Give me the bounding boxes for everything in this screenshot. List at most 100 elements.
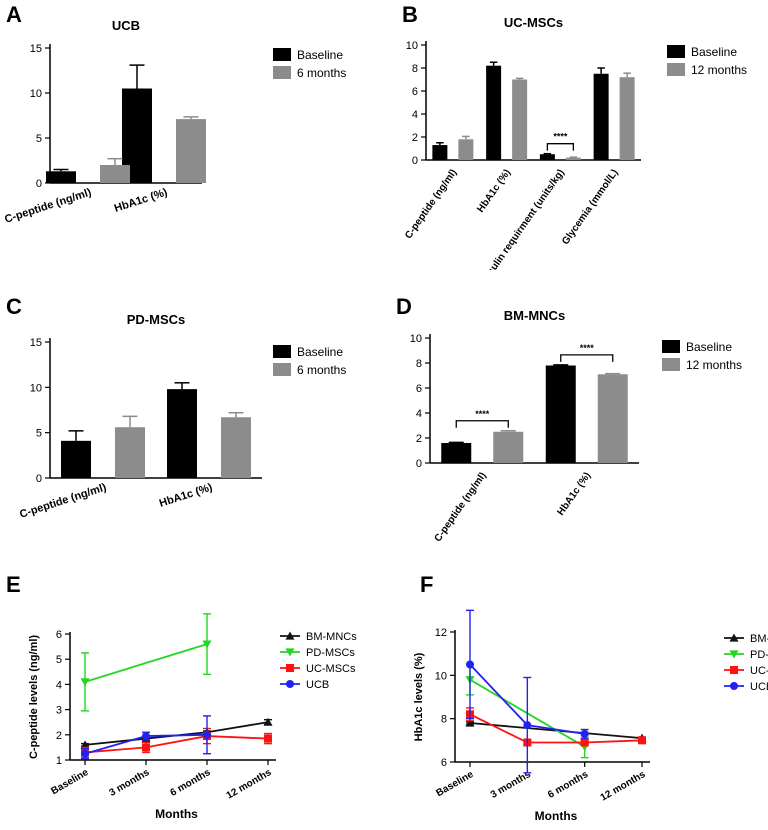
y-tick-label-a: 15 bbox=[30, 43, 42, 55]
x-axis-label-e: Months bbox=[155, 807, 198, 821]
y-tick-label-e: 3 bbox=[56, 705, 62, 717]
significance-label-d: **** bbox=[580, 343, 595, 353]
y-tick-label-d: 0 bbox=[416, 458, 422, 470]
category-label-a: HbA1c (%) bbox=[113, 186, 169, 215]
panel-label-b: B bbox=[402, 2, 418, 27]
legend-swatch-b bbox=[667, 45, 685, 58]
category-label-b: C-peptide (ng/ml) bbox=[403, 167, 459, 241]
y-tick-label-e: 1 bbox=[56, 755, 62, 767]
x-tick-label-e: Baseline bbox=[49, 767, 91, 797]
panel-f: F 6 8 10 12 Baseline 3 months 6 months 12 month… bbox=[384, 570, 768, 825]
bar-d bbox=[545, 365, 576, 463]
x-tick-label-f: 3 months bbox=[489, 769, 533, 801]
y-axis-label-f: HbA1c levels (%) bbox=[413, 652, 425, 741]
significance-bracket-b bbox=[546, 143, 575, 151]
data-point-e bbox=[80, 740, 90, 749]
bar-b bbox=[486, 65, 502, 160]
y-tick-label-b: 2 bbox=[412, 132, 418, 144]
y-tick-label-a: 5 bbox=[36, 133, 42, 145]
y-tick-label-f: 6 bbox=[441, 757, 447, 769]
bar-c bbox=[167, 389, 197, 478]
legend-marker-f bbox=[730, 666, 738, 674]
y-tick-label-c: 5 bbox=[36, 428, 42, 440]
legend-label-f: BM-MNCs bbox=[750, 633, 768, 645]
y-tick-label-e: 4 bbox=[56, 679, 62, 691]
significance-label-d: **** bbox=[475, 409, 490, 419]
bar-b bbox=[593, 73, 609, 160]
bar-a bbox=[46, 171, 76, 183]
legend-label-e: PD-MSCs bbox=[306, 647, 355, 659]
x-tick-label-e: 6 months bbox=[169, 767, 213, 799]
legend-marker-e bbox=[286, 664, 294, 672]
bar-d bbox=[597, 374, 628, 463]
y-tick-label-d: 10 bbox=[410, 333, 422, 345]
legend-label-d: Baseline bbox=[686, 340, 732, 354]
y-axis-label-e: C-peptide levels (ng/ml) bbox=[28, 635, 40, 759]
chart-title-a: UCB bbox=[112, 18, 140, 33]
chart-e: 1 2 3 4 5 6 Baseline 3 months 6 months 12 months M… bbox=[28, 613, 357, 821]
y-tick-label-c: 15 bbox=[30, 337, 42, 349]
legend-marker-f bbox=[729, 633, 739, 642]
panel-label-e: E bbox=[6, 572, 21, 597]
y-tick-label-d: 8 bbox=[416, 358, 422, 370]
y-tick-label-b: 4 bbox=[412, 109, 418, 121]
legend-label-e: BM-MNCs bbox=[306, 631, 357, 643]
bar-c bbox=[61, 440, 91, 478]
chart-b: UC-MSCs 0 2 4 6 8 10 **** C-peptide (ng/ml) HbA1c… bbox=[403, 15, 747, 284]
data-point-e bbox=[142, 743, 150, 752]
bar-b bbox=[432, 145, 448, 160]
x-axis-label-f: Months bbox=[535, 809, 578, 823]
bar-b bbox=[565, 157, 581, 160]
legend-label-a: 6 months bbox=[297, 66, 346, 80]
data-point-e bbox=[263, 717, 273, 726]
category-label-d: C-peptide (ng/ml) bbox=[433, 470, 489, 544]
bar-b bbox=[458, 139, 474, 160]
series-line-e bbox=[84, 735, 269, 754]
chart-d: BM-MNCs 0 2 4 6 8 10 **** **** C-peptide (ng/ml) H… bbox=[410, 308, 742, 544]
series-line-e bbox=[84, 643, 208, 683]
y-tick-label-e: 2 bbox=[56, 730, 62, 742]
panel-label-d: D bbox=[396, 294, 412, 319]
y-tick-label-d: 6 bbox=[416, 383, 422, 395]
significance-bracket-d bbox=[455, 420, 509, 428]
legend-swatch-b bbox=[667, 63, 685, 76]
chart-title-c: PD-MSCs bbox=[127, 312, 186, 327]
y-tick-label-f: 12 bbox=[435, 627, 447, 639]
panel-d: D BM-MNCs 0 2 4 6 8 10 **** **** C-peptide (ng/ml… bbox=[384, 290, 768, 550]
data-point-f bbox=[580, 738, 589, 747]
bar-b bbox=[539, 154, 555, 160]
y-tick-label-b: 8 bbox=[412, 63, 418, 75]
legend-marker-f bbox=[730, 682, 738, 690]
legend-marker-e bbox=[285, 631, 295, 640]
legend-swatch-d bbox=[662, 340, 680, 353]
bar-b bbox=[619, 77, 635, 160]
category-label-b: Glycemia (mmol/L) bbox=[560, 167, 620, 247]
chart-c: PD-MSCs 0 5 10 15 C-peptide (ng/ml) HbA1c (%) B… bbox=[18, 312, 346, 521]
legend-label-c: Baseline bbox=[297, 345, 343, 359]
data-point-f bbox=[638, 736, 646, 745]
data-point-f bbox=[580, 729, 589, 738]
y-tick-label-f: 8 bbox=[441, 714, 447, 726]
panel-a: A UCB 0 5 10 15 C-peptide (ng/ml) HbA1c (%) Bas… bbox=[0, 0, 384, 270]
chart-title-b: UC-MSCs bbox=[504, 15, 563, 30]
category-label-c: C-peptide (ng/ml) bbox=[18, 481, 108, 520]
significance-label-b: **** bbox=[553, 132, 568, 142]
significance-bracket-d bbox=[560, 354, 614, 362]
bar-a bbox=[176, 119, 206, 183]
bar-d bbox=[441, 443, 472, 463]
x-tick-label-f: Baseline bbox=[434, 769, 476, 799]
bar-c bbox=[221, 417, 251, 478]
legend-swatch-c bbox=[273, 345, 291, 358]
panel-label-c: C bbox=[6, 294, 22, 319]
data-point-e bbox=[80, 678, 90, 687]
category-label-b: HbA1c (%) bbox=[475, 167, 513, 214]
panel-c: C PD-MSCs 0 5 10 15 C-peptide (ng/ml) HbA1c (%… bbox=[0, 290, 384, 550]
panel-label-f: F bbox=[420, 572, 434, 597]
legend-label-f: UCB bbox=[750, 681, 768, 693]
panel-e: E 1 2 3 4 5 6 Baseline 3 months 6 months 12 month… bbox=[0, 570, 384, 825]
category-label-d: HbA1c (%) bbox=[556, 470, 594, 517]
legend-marker-e bbox=[285, 648, 295, 657]
panel-label-a: A bbox=[6, 2, 22, 27]
legend-label-c: 6 months bbox=[297, 363, 346, 377]
x-tick-label-f: 6 months bbox=[546, 769, 590, 801]
